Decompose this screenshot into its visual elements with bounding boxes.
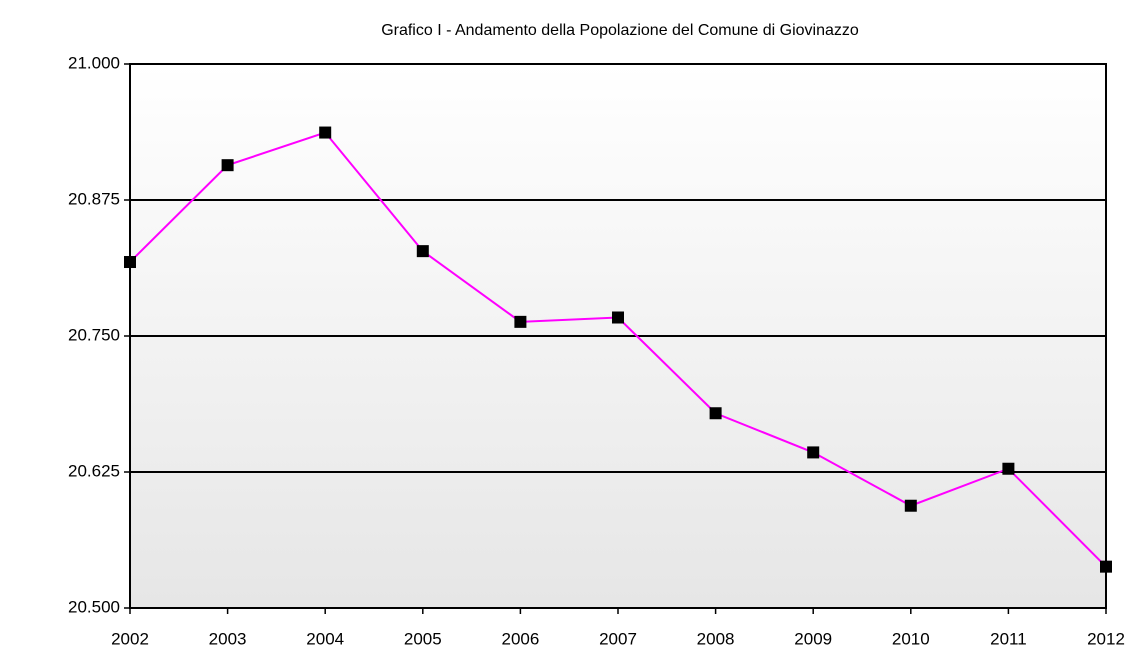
data-point [514, 315, 527, 328]
x-tick-label: 2002 [111, 629, 149, 648]
x-tick-label: 2012 [1087, 629, 1125, 648]
data-point [124, 256, 136, 269]
y-tick-label: 20.875 [68, 189, 120, 208]
data-point [709, 407, 722, 420]
chart-title: Grafico I - Andamento della Popolazione … [381, 22, 859, 39]
x-tick-label: 2008 [697, 629, 735, 648]
x-tick-label: 2007 [599, 629, 637, 648]
data-point [416, 245, 429, 258]
data-point [1100, 560, 1112, 573]
x-tick-label: 2006 [501, 629, 539, 648]
x-tick-label: 2005 [404, 629, 442, 648]
data-point [807, 446, 820, 459]
y-tick-label: 20.500 [68, 597, 120, 616]
plot-border [129, 63, 1107, 609]
data-point [319, 126, 332, 139]
data-point [612, 311, 624, 324]
data-point [221, 159, 234, 172]
x-tick-label: 2003 [209, 629, 247, 648]
data-point [904, 499, 917, 512]
y-tick-label: 20.750 [68, 325, 120, 344]
x-tick-label: 2009 [794, 629, 832, 648]
data-point [1002, 462, 1015, 475]
x-tick-label: 2004 [306, 629, 344, 648]
x-tick-label: 2010 [892, 629, 930, 648]
y-tick-label: 21.000 [68, 53, 120, 72]
x-tick-label: 2011 [990, 629, 1027, 648]
y-tick-label: 20.625 [68, 461, 120, 480]
